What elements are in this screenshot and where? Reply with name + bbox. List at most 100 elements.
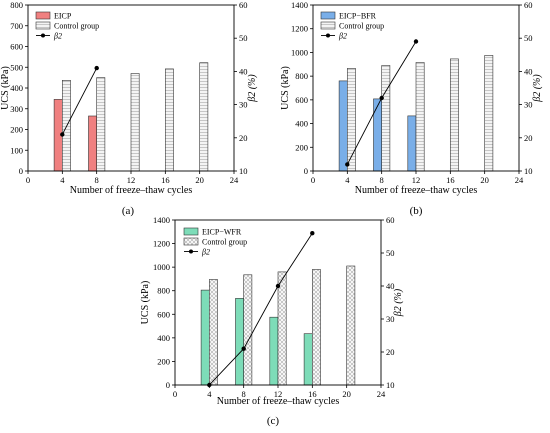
y-tick-label: 400 [10,83,23,93]
legend-label: Control group [54,22,99,31]
panel-a-content: 0 4 8 12 16 20 24 0 100 200 300 400 500 600 700 800 10 20… [0,0,258,196]
bar-treated-8 [88,115,97,172]
bar-control-8 [381,65,391,172]
x-axis-title: Number of freeze–thaw cycles [355,185,478,196]
y-tick-label: 800 [295,71,308,81]
legend-label: EICP−BFR [339,12,377,21]
x-tick-label: 16 [308,389,317,399]
x-tick-label: 0 [26,175,30,185]
beta2-point-8 [379,95,384,101]
bar-control-20 [346,265,356,386]
bar-control-20 [199,62,209,172]
y-axis-title: UCS (kPa) [140,281,151,325]
x-axis-title: Number of freeze–thaw cycles [70,185,193,196]
bar-treated-8 [235,298,244,386]
bar-control-16 [449,58,459,172]
beta2-point-4 [345,162,350,167]
beta2-point-12 [275,283,281,289]
beta2-point-16 [310,231,315,236]
beta2-line [208,232,313,386]
x-tick-label: 20 [342,389,351,399]
y2-tick-label: 50 [524,33,533,43]
y-tick-label: 400 [157,333,170,343]
beta2-point-8 [241,346,246,351]
x-tick-label: 0 [173,389,177,399]
legend-swatch [320,21,336,30]
legend-line-marker [41,33,45,38]
x-tick-label: 24 [230,175,239,185]
y-tick-label: 100 [10,145,23,155]
y2-tick-label: 60 [524,0,533,10]
beta2-point-4 [207,382,212,388]
legend-swatch [35,21,51,30]
bar-control-12 [130,73,140,172]
y2-tick-label: 10 [524,166,533,176]
y2-tick-label: 40 [524,66,533,76]
y2-tick-label: 50 [386,248,395,258]
beta2-point-12 [413,39,419,44]
x-tick-label: 8 [380,175,384,185]
legend-label: Control group [339,22,384,31]
x-tick-label: 24 [515,175,524,185]
y-axis-title: UCS (kPa) [280,66,291,110]
legend-label: β2 [201,248,210,257]
x-tick-label: 8 [95,175,99,185]
beta2-point-4 [60,132,65,137]
y2-tick-label: 60 [239,0,248,10]
panel-c-label: (c) [267,415,280,427]
panel-b-label: (b) [410,205,423,217]
bar-treated-4 [338,80,348,172]
legend-swatch [35,11,51,20]
legend-swatch [320,11,336,20]
y-tick-label: 500 [10,62,23,72]
bar-control-4 [209,279,218,386]
x-tick-label: 20 [480,175,489,185]
x-tick-label: 0 [311,175,315,185]
y-tick-label: 600 [157,309,170,319]
legend-label: Control group [202,238,247,247]
x-tick-label: 4 [207,389,212,399]
bar-treated-12 [407,115,417,172]
y-tick-label: 1400 [291,0,308,10]
y-tick-label: 0 [166,380,170,390]
bar-control-8 [243,274,253,386]
y-tick-label: 400 [295,119,308,129]
legend-line-marker [189,249,193,254]
y-tick-label: 200 [157,356,170,366]
bar-control-12 [277,271,287,386]
x-tick-label: 20 [195,175,204,185]
x-tick-label: 16 [446,175,455,185]
y2-tick-label: 20 [386,347,395,357]
bar-treated-12 [269,316,279,386]
x-tick-label: 8 [242,389,246,399]
legend-label: β2 [338,32,347,41]
x-tick-label: 4 [345,175,350,185]
x-tick-label: 12 [274,389,283,399]
chart-panel-a: 0 4 8 12 16 20 24 0 100 200 300 400 500 600 700 800 10 20… [0,0,258,217]
x-tick-label: 4 [60,175,65,185]
y-tick-label: 0 [304,166,308,176]
bar-treated-16 [303,333,313,386]
bar-control-8 [96,77,106,172]
y-tick-label: 200 [10,125,23,135]
y2-tick-label: 30 [386,314,395,324]
y-tick-label: 800 [157,286,170,296]
y-tick-label: 600 [10,42,23,52]
bar-control-12 [415,62,425,172]
x-axis-title: Number of freeze–thaw cycles [217,396,340,407]
y2-axis-title: β2 (%) [393,288,404,317]
y-tick-label: 0 [19,166,23,176]
y2-tick-label: 20 [524,133,533,143]
beta2-line [61,67,98,135]
y-tick-label: 800 [10,0,23,10]
y-tick-label: 1400 [153,215,170,225]
y2-tick-label: 40 [239,66,248,76]
y-tick-label: 1200 [153,239,170,249]
bar-treated-8 [373,98,382,172]
legend-label: EICP−WFR [202,228,242,237]
chart-panel-b: 0 4 8 12 16 20 24 0 200 400 600 800 1000 1200 1400 10 20… [280,0,543,217]
y-tick-label: 1200 [291,24,308,34]
y2-tick-label: 30 [524,100,533,110]
panel-a-label: (a) [122,205,135,217]
